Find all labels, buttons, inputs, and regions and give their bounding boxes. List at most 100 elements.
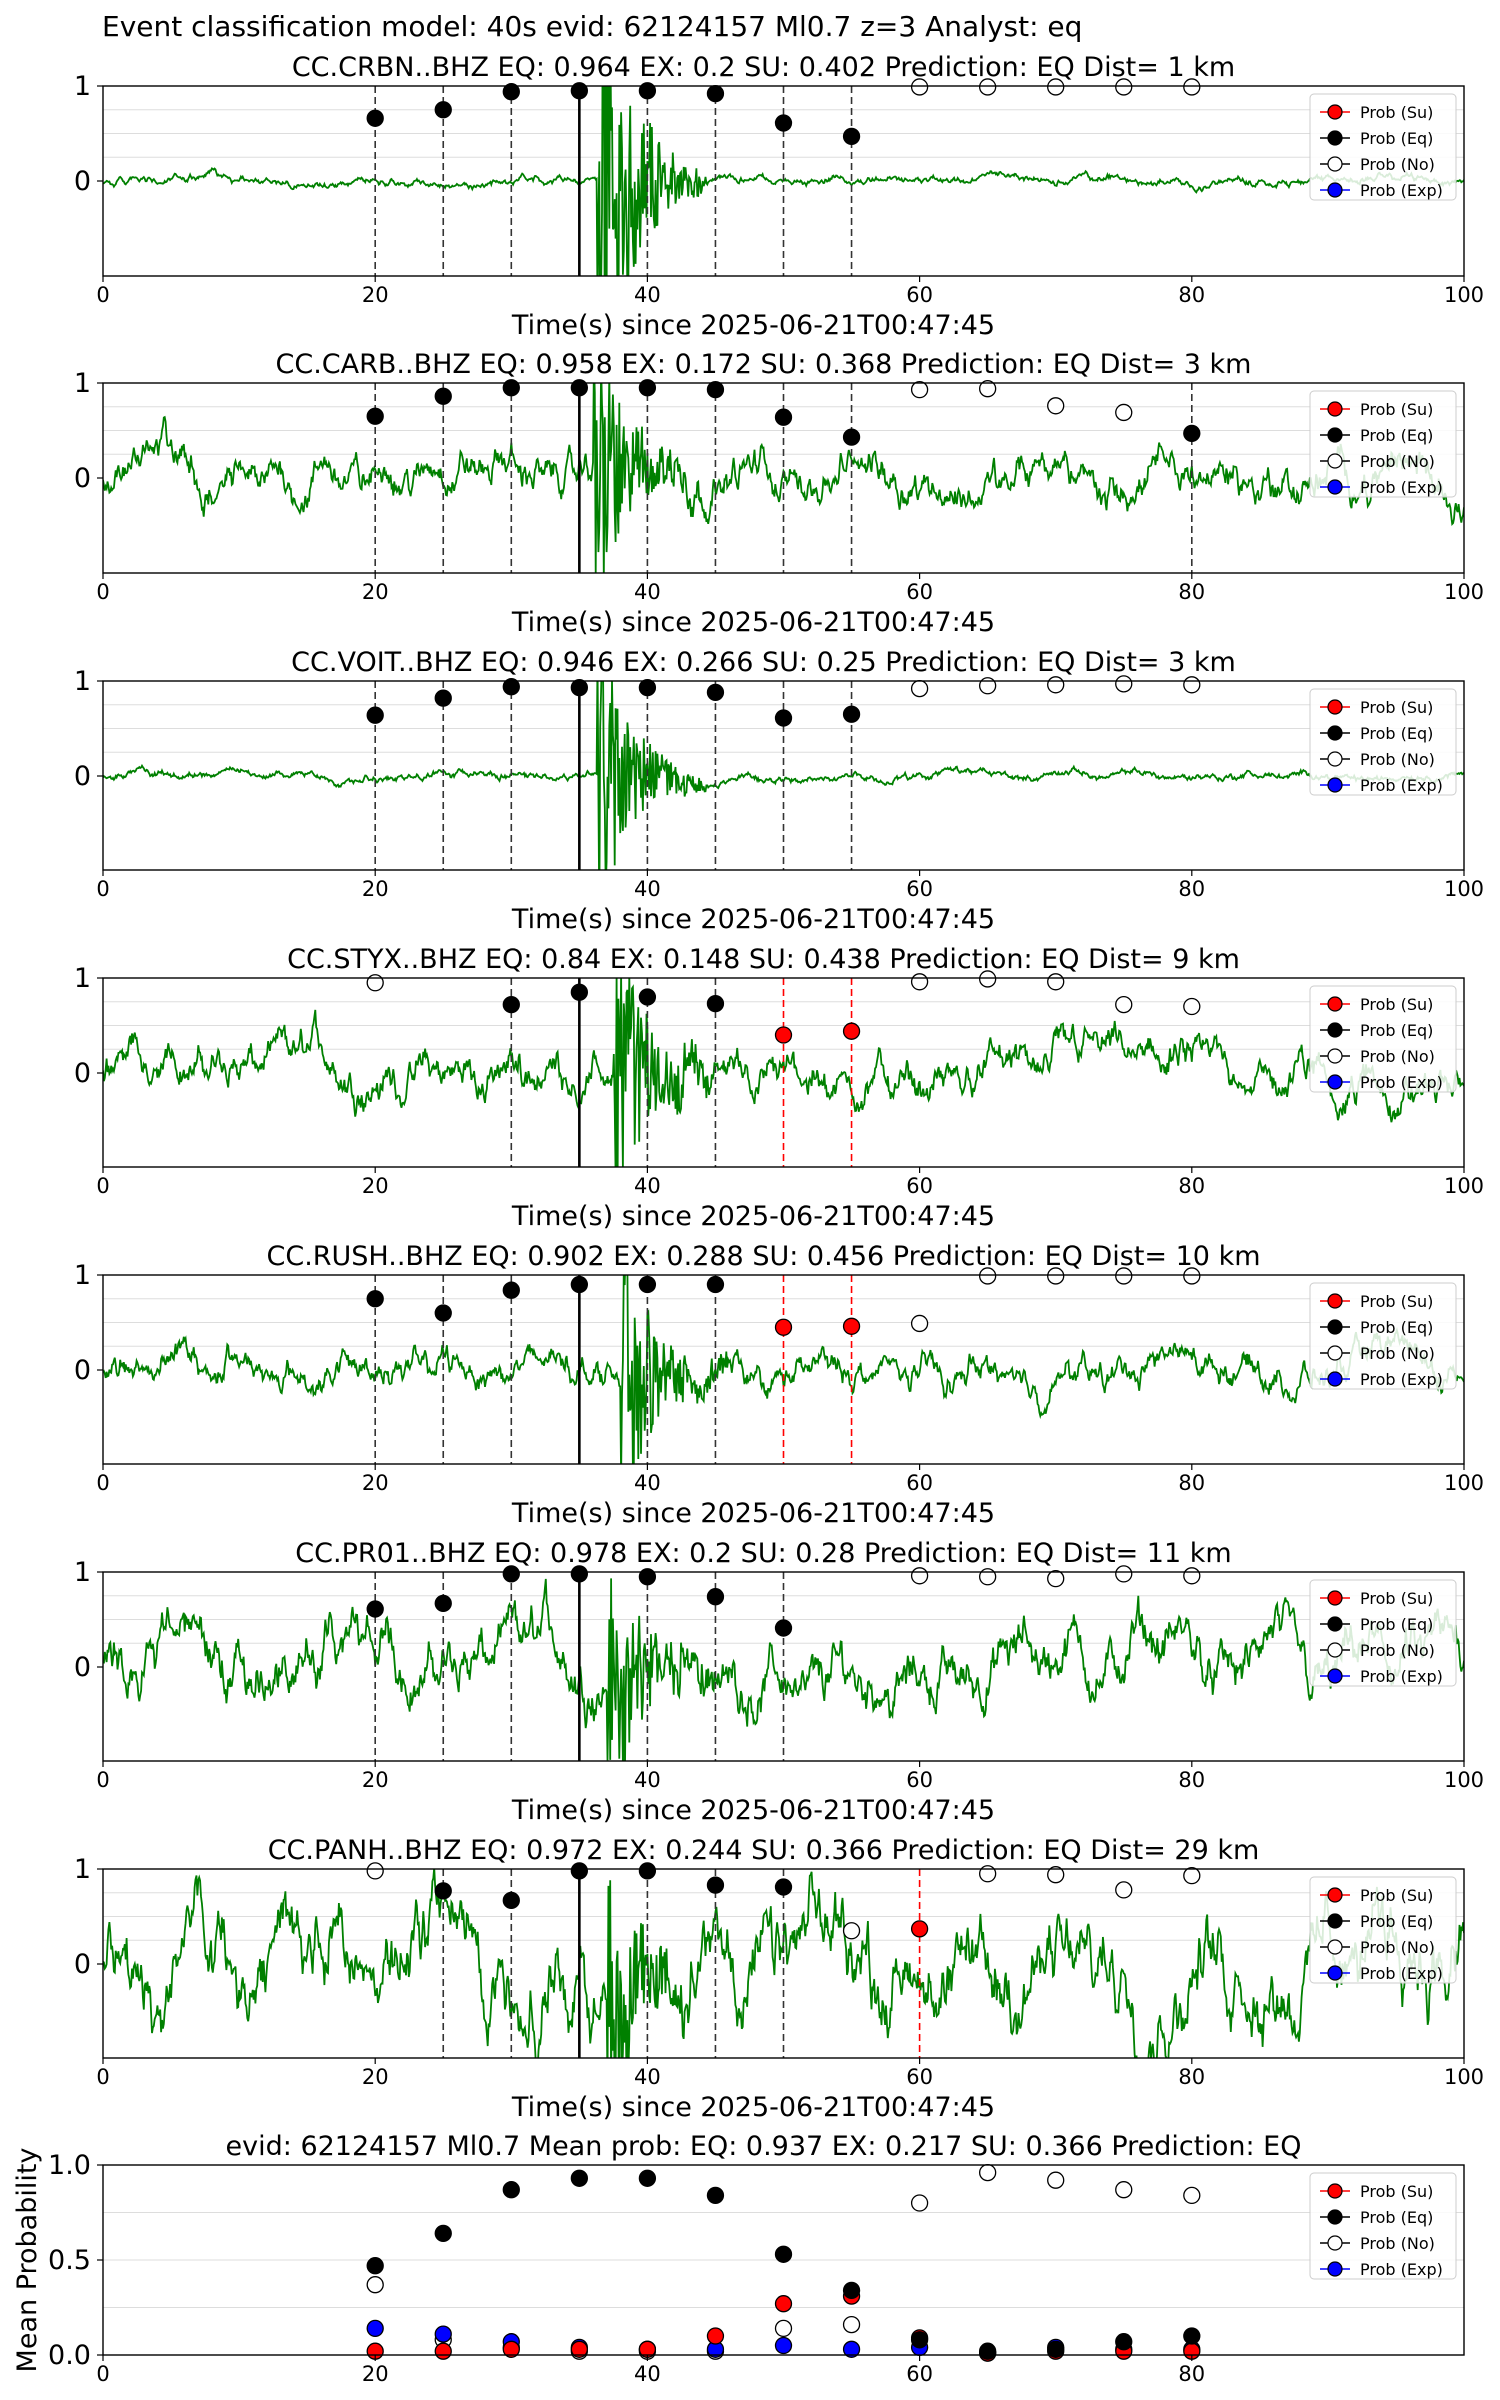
legend-box	[1309, 985, 1457, 1093]
x-axis-label: Time(s) since 2025-06-21T00:47:45	[511, 1795, 995, 1826]
legend: Prob (Su) Prob (Eq) Prob (No) Prob (Exp)	[1309, 93, 1457, 201]
y-tick-label: 0	[74, 166, 91, 197]
prob-eq-marker	[638, 1862, 657, 1880]
prob-eq-marker	[570, 983, 588, 1001]
prob-eq-marker	[638, 1568, 657, 1586]
prob-su-marker	[774, 1026, 793, 1044]
prob-exp-marker	[774, 2336, 793, 2355]
legend-label: Prob (Exp)	[1360, 2260, 1443, 2279]
legend-marker	[1327, 130, 1343, 146]
prob-no-marker	[910, 2194, 929, 2212]
prob-eq-marker	[366, 1290, 384, 1308]
y-tick-label: 1	[74, 1557, 91, 1588]
panel-5: 0 20 40 60 80 100 0 1 CC.RUSH..BHZ EQ: 0.902 EX:…	[74, 1241, 1484, 1529]
x-axis-label: Time(s) since 2025-06-21T00:47:45	[511, 607, 995, 638]
x-tick-label: 20	[362, 2065, 389, 2089]
x-tick-label: 40	[634, 2065, 661, 2089]
legend-marker	[1327, 479, 1343, 495]
prob-eq-marker	[774, 2245, 793, 2263]
legend-box	[1309, 1579, 1457, 1687]
y-axis-label: Mean Probability	[12, 2148, 43, 2373]
prob-no-marker	[1047, 676, 1065, 694]
prob-su-marker	[910, 1920, 929, 1938]
x-tick-label: 20	[362, 283, 389, 307]
legend-box	[1309, 1282, 1457, 1390]
x-tick-label: 80	[1178, 1174, 1205, 1198]
prob-no-marker	[910, 1314, 929, 1333]
prob-eq-marker	[570, 1862, 588, 1880]
prob-no-marker	[1047, 397, 1065, 415]
legend-marker	[1327, 1022, 1343, 1038]
panel-title: CC.CARB..BHZ EQ: 0.958 EX: 0.172 SU: 0.3…	[276, 349, 1252, 380]
legend-label: Prob (No)	[1360, 1047, 1435, 1066]
prob-no-marker	[1047, 78, 1065, 96]
panel-title: evid: 62124157 Ml0.7 Mean prob: EQ: 0.93…	[226, 2131, 1302, 2162]
legend-marker	[1327, 725, 1343, 741]
prob-eq-marker	[502, 379, 520, 397]
panel-6: 0 20 40 60 80 100 0 1 CC.PR01..BHZ EQ: 0.978 EX:…	[74, 1538, 1484, 1826]
y-tick-label: 0.5	[48, 2245, 91, 2276]
prob-no-marker	[842, 1922, 861, 1940]
prob-eq-marker	[638, 1275, 657, 1294]
prob-eq-marker	[434, 689, 452, 707]
x-tick-label: 0	[96, 580, 109, 604]
x-tick-label: 20	[362, 1768, 389, 1792]
prob-no-marker	[1047, 1570, 1065, 1588]
prob-eq-marker	[502, 1891, 520, 1909]
legend: Prob (Su) Prob (Eq) Prob (No) Prob (Exp)	[1309, 688, 1457, 796]
prob-no-marker	[979, 380, 997, 398]
y-tick-label: 0	[74, 1355, 91, 1386]
x-tick-label: 60	[906, 580, 933, 604]
x-tick-label: 0	[96, 877, 109, 901]
prob-no-marker	[1047, 1267, 1065, 1285]
legend-label: Prob (Eq)	[1360, 129, 1433, 148]
x-tick-label: 60	[906, 283, 933, 307]
prob-eq-marker	[434, 1594, 452, 1612]
prob-no-marker	[979, 1865, 997, 1883]
prob-eq-marker	[502, 1281, 520, 1299]
prob-eq-marker	[706, 1876, 725, 1894]
prob-su-marker	[502, 2340, 520, 2358]
prob-eq-marker	[434, 387, 452, 405]
prob-no-marker	[1183, 1867, 1201, 1885]
prob-eq-marker	[366, 706, 384, 724]
prob-eq-marker	[774, 1878, 793, 1896]
prob-eq-marker	[706, 380, 725, 399]
x-tick-label: 60	[906, 1471, 933, 1495]
legend: Prob (Su) Prob (Eq) Prob (No) Prob (Exp)	[1309, 390, 1457, 498]
prob-eq-marker	[979, 2342, 997, 2360]
prob-eq-marker	[706, 683, 725, 702]
prob-eq-marker	[842, 127, 861, 146]
prob-eq-marker	[366, 407, 384, 425]
prob-eq-marker	[570, 1275, 588, 1294]
prob-eq-marker	[502, 995, 520, 1014]
legend-label: Prob (No)	[1360, 1344, 1435, 1363]
prob-no-marker	[979, 677, 997, 695]
prob-eq-marker	[434, 101, 452, 119]
x-tick-label: 80	[1178, 2065, 1205, 2089]
panel-1: 0 20 40 60 80 100 0 1 CC.CRBN..BHZ EQ: 0.964 EX:…	[74, 52, 1484, 341]
prob-exp-marker	[434, 2325, 452, 2343]
prob-no-marker	[979, 1568, 997, 1586]
panel-4: 0 20 40 60 80 100 0 1 CC.STYX..BHZ EQ: 0.84 EX: …	[74, 944, 1484, 1232]
prob-eq-marker	[366, 109, 384, 127]
x-tick-label: 100	[1444, 1768, 1484, 1792]
prob-no-marker	[1183, 2186, 1201, 2205]
x-tick-label: 0	[96, 2362, 109, 2386]
prob-eq-marker	[706, 84, 725, 103]
legend-label: Prob (Exp)	[1360, 181, 1443, 200]
prob-no-marker	[1183, 997, 1201, 1016]
prob-eq-marker	[774, 114, 793, 132]
legend-label: Prob (Exp)	[1360, 1370, 1443, 1389]
x-tick-label: 40	[634, 1471, 661, 1495]
prob-eq-marker	[1047, 2340, 1065, 2358]
legend: Prob (Su) Prob (Eq) Prob (No) Prob (Exp)	[1309, 2172, 1457, 2280]
x-tick-label: 40	[634, 1768, 661, 1792]
panel-title: CC.PR01..BHZ EQ: 0.978 EX: 0.2 SU: 0.28 …	[295, 1538, 1231, 1569]
legend-label: Prob (Exp)	[1360, 478, 1443, 497]
legend-label: Prob (Eq)	[1360, 1912, 1433, 1931]
prob-no-marker	[979, 2163, 997, 2182]
prob-eq-marker	[638, 379, 657, 397]
y-tick-label: 1	[74, 666, 91, 697]
legend-box	[1309, 93, 1457, 201]
